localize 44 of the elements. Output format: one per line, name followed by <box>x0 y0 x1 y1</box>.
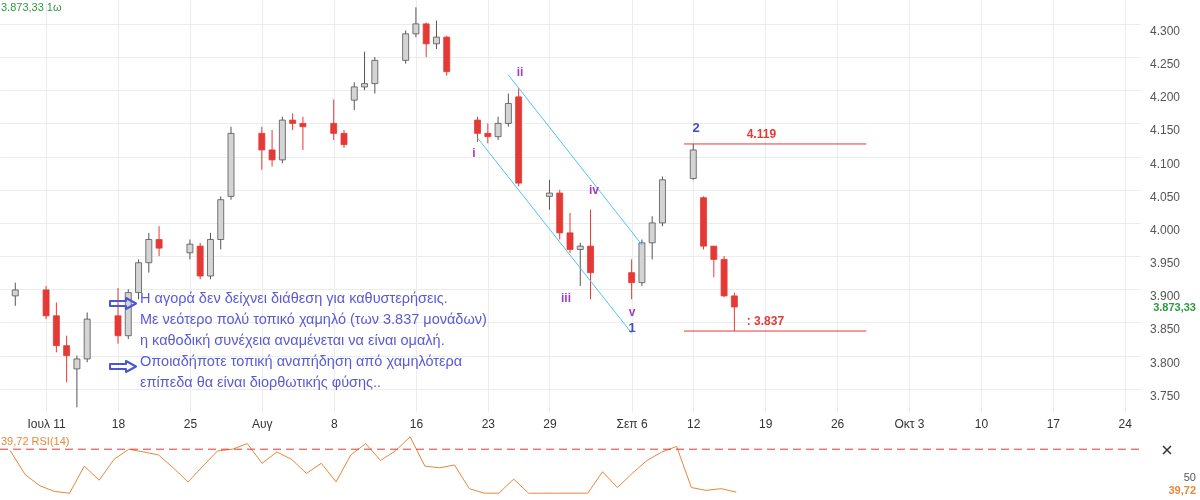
y-tick-label: 3.850 <box>1150 322 1181 337</box>
annotation: iv <box>588 183 600 197</box>
x-tick-label: 17 <box>1046 416 1061 431</box>
annotation: Η αγορά δεν δείχνει διάθεση για καθυστερήσεις. Με νεότερο πολύ τοπικό χαμηλό (των 3.837 μονάδων) η καθοδική συνέχεια αναμένεται να είναι ομαλή. <box>140 290 487 348</box>
y-tick-label: 4.250 <box>1150 57 1181 72</box>
y-tick-label: 4.300 <box>1150 23 1181 38</box>
x-tick-label: 12 <box>687 416 701 431</box>
y-tick-label: 3.750 <box>1150 388 1181 403</box>
x-tick-label: 18 <box>111 416 126 431</box>
y-tick-label: 4.200 <box>1150 90 1181 105</box>
x-tick-label: 25 <box>183 416 198 431</box>
text: 39,72 <box>1168 484 1196 496</box>
text: 3.873,33 <box>1153 301 1196 313</box>
annotation: 1 <box>628 320 636 335</box>
x-tick-label: 16 <box>409 416 424 431</box>
y-tick-label: 3.800 <box>1150 355 1181 370</box>
x-tick-label: 26 <box>830 416 845 431</box>
x-tick-label: Αυγ <box>252 416 273 431</box>
y-tick-label: 4.150 <box>1150 123 1181 138</box>
annotation: 2 <box>692 120 700 135</box>
x-tick-label: 23 <box>481 416 496 431</box>
annotation: v <box>628 305 636 319</box>
x-tick-label: 8 <box>330 416 338 431</box>
x-tick-label: 24 <box>1118 416 1133 431</box>
x-tick-label: 19 <box>759 416 773 431</box>
y-tick-label: 4.100 <box>1150 156 1181 171</box>
x-tick-label: 29 <box>543 416 557 431</box>
y-tick-label: 3.950 <box>1150 256 1181 271</box>
chart-title: 3.873,33 1ω <box>1 1 62 13</box>
y-tick-label: 4.050 <box>1150 189 1181 204</box>
x-tick-label: Σεπ 6 <box>616 416 648 431</box>
annotation: Οποιαδήποτε τοπική αναπήδηση από χαμηλότερα επίπεδα θα είναι διορθωτικής φύσης.. <box>140 353 463 390</box>
y-tick-label: 3.900 <box>1150 289 1181 304</box>
x-tick-label: 10 <box>974 416 989 431</box>
x-tick-label: Ιουλ 11 <box>27 416 67 431</box>
text: 50 <box>1183 471 1196 483</box>
annotation: i <box>472 146 476 160</box>
ref-line-label: 4.119 <box>746 126 777 141</box>
y-tick-label: 4.000 <box>1150 222 1181 237</box>
chart-title: 39,72 RSI(14) <box>1 435 70 447</box>
annotation: ii <box>516 65 524 79</box>
annotation: iii <box>560 291 572 305</box>
x-tick-label: Οκτ 3 <box>894 416 925 431</box>
ref-line-label: : 3.837 <box>746 314 785 329</box>
